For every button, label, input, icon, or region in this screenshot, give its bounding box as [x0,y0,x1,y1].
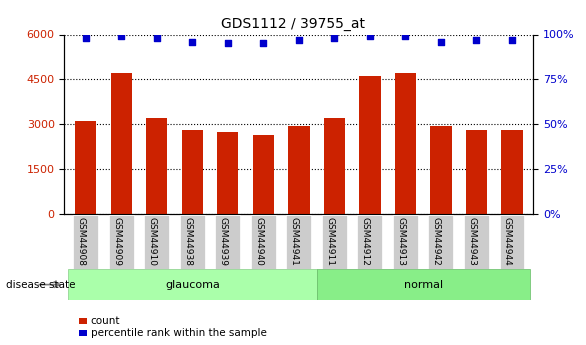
FancyBboxPatch shape [109,215,134,269]
Text: GSM44910: GSM44910 [148,217,157,266]
Text: GSM44912: GSM44912 [361,217,370,266]
Text: glaucoma: glaucoma [165,280,220,289]
Point [365,33,374,39]
Text: GSM44941: GSM44941 [290,217,299,266]
Text: GSM44942: GSM44942 [432,217,441,265]
Bar [359,76,380,214]
Point [507,37,517,43]
Bar [75,121,97,214]
Bar [430,126,452,214]
Text: GSM44913: GSM44913 [396,217,406,266]
FancyBboxPatch shape [316,269,530,300]
FancyBboxPatch shape [216,215,240,269]
Text: count: count [91,316,120,326]
FancyBboxPatch shape [357,215,382,269]
Bar [111,73,132,214]
Point [152,35,162,41]
Point [258,41,268,46]
Bar [253,135,274,214]
FancyBboxPatch shape [464,215,489,269]
Bar [146,118,168,214]
FancyBboxPatch shape [73,215,98,269]
FancyBboxPatch shape [428,215,454,269]
Point [436,39,445,45]
FancyBboxPatch shape [251,215,276,269]
Point [223,41,233,46]
Point [401,33,410,39]
Bar [288,126,309,214]
Point [330,35,339,41]
Point [188,39,197,45]
Text: GSM44939: GSM44939 [219,217,228,266]
FancyBboxPatch shape [322,215,347,269]
Bar [466,130,487,214]
Text: GSM44911: GSM44911 [325,217,335,266]
Text: GDS1112 / 39755_at: GDS1112 / 39755_at [221,17,365,31]
Point [472,37,481,43]
Point [117,33,126,39]
Bar [395,73,416,214]
Text: GSM44940: GSM44940 [254,217,263,266]
FancyBboxPatch shape [68,269,316,300]
FancyBboxPatch shape [287,215,311,269]
Text: GSM44944: GSM44944 [503,217,512,265]
Bar [323,118,345,214]
Bar [501,130,523,214]
Point [81,35,90,41]
FancyBboxPatch shape [393,215,418,269]
Text: GSM44943: GSM44943 [468,217,476,266]
Text: normal: normal [404,280,443,289]
Text: GSM44909: GSM44909 [113,217,121,266]
Bar [182,130,203,214]
Text: percentile rank within the sample: percentile rank within the sample [91,328,267,338]
FancyBboxPatch shape [144,215,169,269]
FancyBboxPatch shape [499,215,524,269]
Text: disease state: disease state [6,280,76,289]
Text: GSM44938: GSM44938 [183,217,192,266]
Bar [217,132,239,214]
Point [294,37,304,43]
FancyBboxPatch shape [180,215,205,269]
Text: GSM44908: GSM44908 [77,217,86,266]
